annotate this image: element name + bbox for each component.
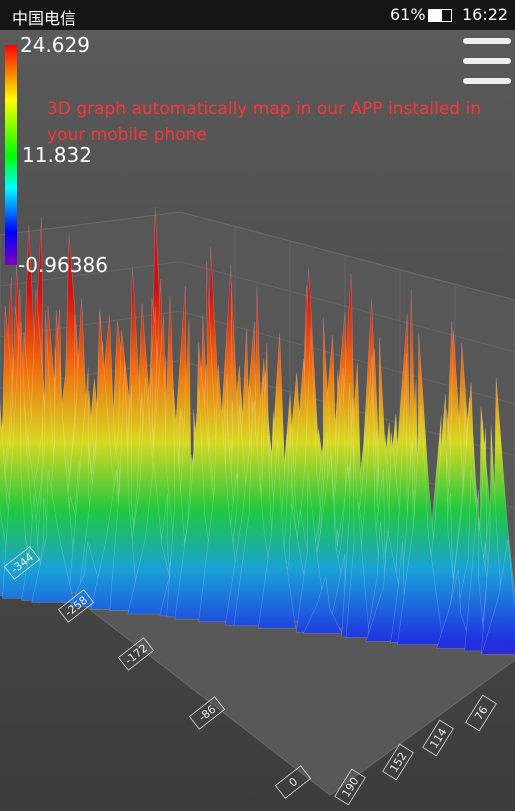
tick-box: [274, 765, 312, 799]
grid-line: [179, 261, 515, 353]
colorbar-max: 24.629: [20, 33, 90, 57]
battery-level: 61%: [390, 5, 426, 24]
surface: [0, 207, 515, 655]
menu-bar[interactable]: [463, 38, 511, 44]
carrier: 中国电信: [12, 9, 77, 28]
tick-box: [3, 546, 41, 580]
battery-icon: [428, 9, 452, 22]
colorbar-mid: 11.832: [22, 143, 92, 167]
tick-box: [334, 768, 366, 806]
surface-spike: [481, 539, 515, 655]
status-bar: 中国电信 61% 16:22: [0, 0, 515, 30]
surface-spike: [397, 404, 444, 645]
annotation: 3D graph automatically map in our APP in…: [47, 99, 481, 145]
menu-bar[interactable]: [463, 78, 511, 84]
tick-box: [465, 694, 497, 732]
tick-box: [57, 589, 95, 623]
menu-icon[interactable]: [463, 38, 511, 84]
tick-box: [382, 743, 414, 781]
color-bar: [5, 45, 17, 265]
tick-box: [422, 719, 454, 757]
surface-spike: [345, 445, 370, 638]
menu-bar[interactable]: [463, 58, 511, 64]
tick-box: [117, 637, 155, 671]
clock: 16:22: [462, 5, 509, 24]
colorbar-min: -0.96386: [18, 253, 108, 277]
tick-box: [188, 696, 226, 730]
tick-label-group: 76: [465, 694, 497, 732]
surface-spike: [302, 576, 343, 634]
tick-label: 76: [472, 704, 490, 723]
surface-spike: [258, 440, 296, 629]
